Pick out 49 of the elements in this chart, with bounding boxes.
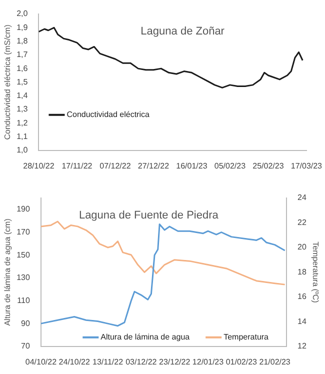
- x-tick-label: 21/02/23: [259, 357, 291, 366]
- y-tick-label: 1,8: [16, 36, 28, 46]
- y-axis-title: Altura de lámina de agua (cm): [3, 218, 12, 326]
- text: Laguna de Zoñar: [140, 26, 225, 38]
- y-axis-title: Conductividad eléctrica (mS/cm): [3, 24, 12, 140]
- x-tick-label: 23/12/22: [159, 357, 191, 366]
- x-tick-label: 13/11/22: [92, 357, 124, 366]
- y-tick-label: 1,1: [16, 132, 28, 141]
- x-tick-label: 28/10/22: [23, 161, 55, 170]
- x-tick-label: 16/01/23: [176, 161, 208, 170]
- y-tick-label: 2,0: [16, 9, 28, 18]
- x-tick-label: 01/02/23: [226, 357, 258, 366]
- y-tick-label: 1,5: [16, 77, 28, 86]
- y2-tick-label: 20: [298, 242, 307, 252]
- x-tick-label: 24/10/22: [58, 357, 90, 366]
- legend-label: Temperatura: [224, 332, 270, 342]
- y-tick-label: 190: [16, 204, 30, 214]
- x-tick-label: 03/12/22: [126, 357, 158, 366]
- y2-tick-label: 16: [298, 292, 307, 302]
- y-tick-label: 110: [17, 296, 30, 305]
- y2-tick-label: 24: [298, 193, 307, 202]
- y-tick-label: 1,3: [16, 104, 28, 114]
- y2-tick-label: 18: [298, 267, 307, 276]
- y-tick-label: 1,7: [16, 50, 28, 60]
- y-tick-label: 1,2: [16, 118, 28, 128]
- x-tick-label: 25/02/23: [252, 161, 284, 170]
- y2-axis-title: Temperatura (ºC): [310, 242, 320, 304]
- x-tick-label: 04/10/22: [25, 357, 58, 366]
- y-tick-label: 130: [16, 273, 30, 282]
- y-tick-label: 1,6: [16, 64, 28, 73]
- x-tick-label: 12/01/23: [192, 357, 224, 366]
- x-tick-label: 17/03/23: [290, 161, 323, 170]
- y-tick-label: 1,4: [16, 91, 28, 100]
- legend-label: Altura de lámina de agua: [100, 332, 190, 342]
- y2-tick-label: 22: [298, 218, 307, 227]
- text: Laguna de Fuente de Piedra: [78, 210, 220, 222]
- x-tick-label: 05/02/23: [214, 161, 246, 170]
- y-tick-label: 90: [21, 318, 30, 328]
- y-tick-label: 170: [16, 227, 30, 236]
- y-tick-label: 150: [16, 250, 30, 260]
- y-tick-label: 1,9: [16, 22, 28, 32]
- x-tick-label: 17/11/22: [62, 161, 93, 170]
- legend-label: Conductividad eléctrica: [66, 110, 150, 120]
- x-tick-label: 27/12/22: [138, 161, 170, 170]
- y2-tick-label: 12: [298, 342, 307, 351]
- y-tick-label: 70: [21, 342, 30, 351]
- y2-tick-label: 14: [298, 316, 307, 326]
- y-tick-label: 1,0: [16, 146, 28, 155]
- x-tick-label: 07/12/22: [100, 161, 132, 170]
